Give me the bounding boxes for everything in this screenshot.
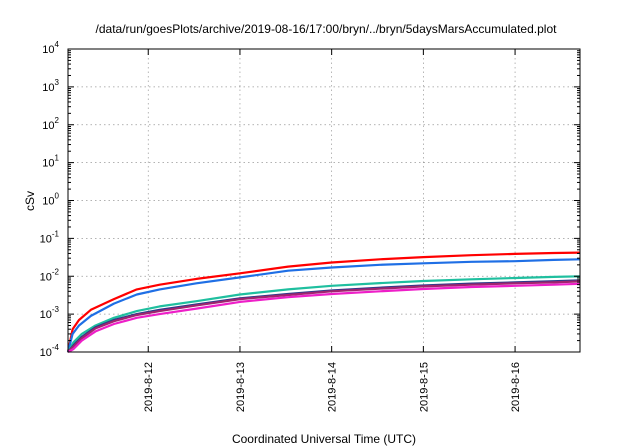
y-axis-label: cSv [23, 191, 37, 211]
y-tick-label: 104 [42, 40, 59, 56]
x-tick-label: 2019-8-16 [510, 362, 522, 412]
x-axis-label: Coordinated Universal Time (UTC) [232, 432, 416, 446]
series-line [66, 251, 581, 353]
series-layer [66, 251, 581, 353]
series-line [67, 275, 581, 353]
y-tick-label: 102 [42, 116, 59, 132]
grid [68, 49, 580, 352]
y-tick-label: 10-2 [40, 267, 60, 283]
y-tick-label: 101 [42, 154, 59, 170]
x-axis: 2019-8-12 2019-8-13 2019-8-14 2019-8-15 2019… [143, 49, 522, 412]
y-tick-label: 100 [42, 192, 59, 208]
series-line [67, 280, 581, 353]
y-tick-label: 10-3 [40, 305, 60, 321]
series-line [66, 258, 581, 353]
y-axis: 10-4 10-3 10-2 10-1 100 101 102 103 104 [40, 40, 580, 359]
x-tick-label: 2019-8-14 [327, 362, 339, 412]
chart-title: /data/run/goesPlots/archive/2019-08-16/1… [96, 22, 558, 36]
y-tick-label: 10-4 [40, 343, 60, 359]
y-tick-label: 10-1 [40, 229, 60, 245]
x-tick-label: 2019-8-15 [418, 362, 430, 412]
y-tick-label: 103 [42, 78, 59, 94]
x-tick-label: 2019-8-13 [235, 362, 247, 412]
series-line [67, 282, 581, 353]
x-tick-label: 2019-8-12 [143, 362, 155, 412]
